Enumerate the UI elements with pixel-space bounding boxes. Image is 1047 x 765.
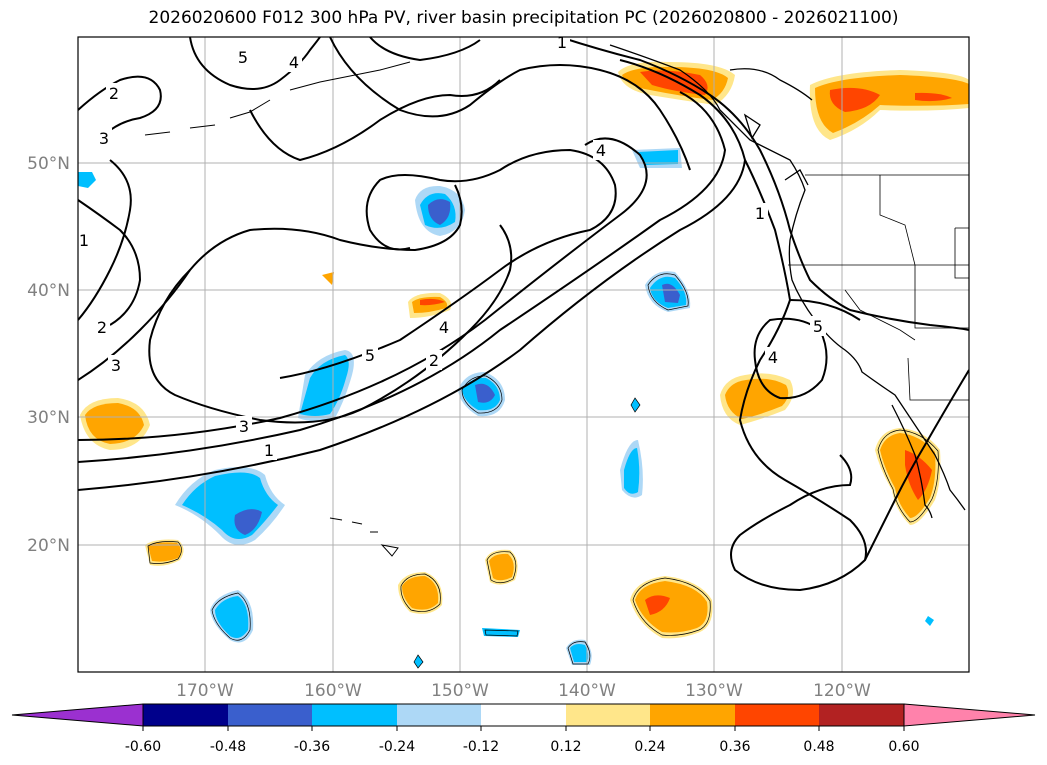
colorbar-tick-label: -0.12: [463, 739, 499, 755]
pv-contour: [148, 224, 513, 424]
colorbar-segment: [481, 704, 566, 726]
colorbar-segment: [228, 704, 312, 726]
pv-contour: [78, 137, 648, 441]
islands: [144, 61, 411, 557]
precip-blob: [215, 596, 249, 638]
contour-label: 3: [111, 356, 121, 375]
map-title: 2026020600 F012 300 hPa PV, river basin …: [148, 8, 899, 28]
colorbar-tick-label: 0.12: [550, 739, 581, 755]
contour-label: 1: [557, 33, 567, 52]
colorbar-segment: [819, 704, 904, 726]
precip-blob: [489, 553, 514, 581]
contour-label: 3: [239, 417, 249, 436]
colorbar-segment: [735, 704, 819, 726]
pv-contour: [78, 91, 727, 463]
lat-label: 50°N: [27, 154, 70, 174]
contour-label: 2: [109, 84, 119, 103]
colorbar-tick-label: 0.60: [888, 739, 919, 755]
precip-blob: [85, 403, 144, 444]
pv-contour: [369, 37, 481, 62]
precip-blob: [725, 378, 789, 419]
latitude-labels: 50°N 40°N 30°N 20°N: [27, 154, 70, 556]
colorbar-segment: [650, 704, 735, 726]
precip-blob: [78, 172, 96, 188]
pv-contour: [189, 37, 321, 90]
precip-blob: [905, 450, 932, 500]
pv-contour: [559, 37, 969, 331]
colorbar-tick-label: -0.24: [379, 739, 415, 755]
pv-contour: [78, 159, 132, 321]
contour-label: 1: [79, 231, 89, 250]
lon-label: 170°W: [176, 681, 234, 701]
pv-contour: [249, 79, 501, 162]
lon-label: 140°W: [558, 681, 616, 701]
precip-blob: [925, 616, 934, 626]
pv-contour: [78, 199, 142, 326]
lon-label: 130°W: [685, 681, 743, 701]
plot-frame: [77, 36, 970, 673]
precip-blob: [428, 199, 451, 225]
contour-label: 1: [755, 204, 765, 223]
precip-blob: [402, 576, 439, 610]
contour-label: 2: [429, 351, 439, 370]
precip-blob: [420, 298, 445, 306]
contour-label: 5: [238, 48, 248, 67]
lon-label: 120°W: [813, 681, 871, 701]
colorbar-segment: [143, 704, 228, 726]
contour-label: 4: [596, 141, 606, 160]
longitude-labels: 170°W 160°W 150°W 140°W 130°W 120°W: [176, 681, 871, 701]
precip-blob: [645, 595, 670, 615]
colorbar-segment: [312, 704, 397, 726]
contour-label: 5: [813, 317, 823, 336]
precip-blob: [635, 581, 708, 633]
contour-label: 3: [99, 129, 109, 148]
contour-label: 4: [289, 53, 299, 72]
colorbar-tick-label: -0.36: [294, 739, 330, 755]
colorbar-tick-label: 0.48: [803, 739, 834, 755]
precip-blob: [234, 509, 262, 535]
coastlines: [609, 44, 966, 519]
precip-blob: [570, 644, 589, 662]
pv-contour: [730, 159, 867, 592]
pv-contour: [78, 59, 747, 491]
precip-contour-outlines: [147, 273, 939, 669]
lat-label: 40°N: [27, 281, 70, 301]
colorbar: -0.60 -0.48 -0.36 -0.24 -0.12 0.12 0.24 …: [11, 703, 1036, 755]
precip-blob: [322, 272, 334, 285]
lat-label: 20°N: [27, 536, 70, 556]
lon-label: 150°W: [431, 681, 489, 701]
precip-blob: [475, 383, 495, 403]
colorbar-extend-high: [903, 703, 1036, 727]
colorbar-tick-label: 0.24: [634, 739, 665, 755]
lon-label: 160°W: [304, 681, 362, 701]
pv-contour: [329, 37, 691, 171]
colorbar-segment: [566, 704, 650, 726]
pv-contour: [78, 184, 463, 381]
colorbar-tick-label: 0.36: [719, 739, 750, 755]
lat-label: 30°N: [27, 408, 70, 428]
precip-blob: [915, 92, 952, 102]
pv-contours: [78, 37, 969, 592]
pv-contour-labels: 5 4 2 3 1 4 1 1 2 3 5 4 2 3 1 4 5: [76, 32, 826, 460]
colorbar-tick-label: -0.48: [210, 739, 246, 755]
contour-label: 2: [97, 318, 107, 337]
precip-blob: [662, 283, 680, 303]
colorbar-tick-label: -0.60: [125, 739, 161, 755]
contour-label: 4: [439, 318, 449, 337]
colorbar-segment: [397, 704, 481, 726]
precip-blob: [638, 150, 678, 165]
colorbar-ticks: [142, 726, 905, 731]
pv-contour: [789, 299, 861, 321]
contour-label: 5: [365, 346, 375, 365]
contour-label: 1: [264, 441, 274, 460]
precip-blob: [624, 448, 640, 494]
precip-blob: [148, 542, 181, 562]
colorbar-extend-low: [11, 703, 144, 727]
pv-contour: [864, 369, 969, 561]
pv-contour: [279, 148, 617, 379]
plot-area: [78, 37, 969, 672]
contour-label: 4: [768, 348, 778, 367]
